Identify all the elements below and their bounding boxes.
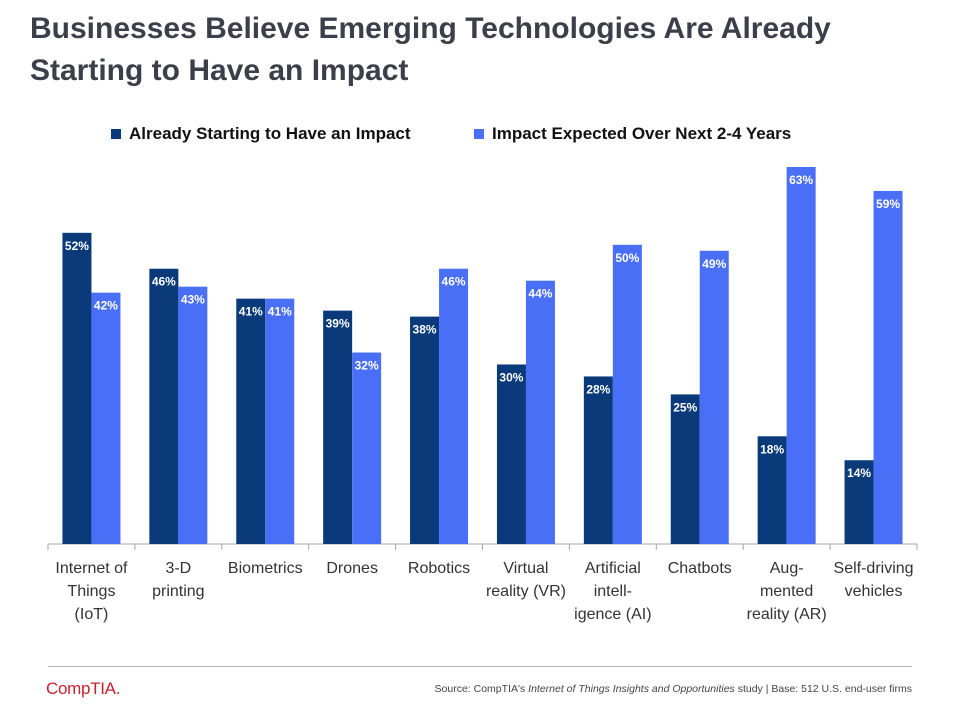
category-label: Chatbots [668,560,732,577]
bar-expected [178,286,208,544]
bar-already [757,436,787,544]
bar-expected [873,190,903,544]
bar-expected [612,244,642,545]
data-label-expected: 41% [268,305,292,319]
source-prefix: Source: CompTIA's [434,683,529,695]
data-label-already: 41% [239,305,263,319]
data-label-already: 28% [586,382,610,396]
category-label: Virtual reality (VR) [486,560,566,600]
source-study-name: Internet of Things Insights and Opportun… [528,683,735,695]
category-label: Robotics [408,560,470,577]
comptia-logo: CompTIA. [46,679,121,698]
data-label-already: 39% [326,317,350,331]
data-label-expected: 59% [876,197,900,211]
bar-already [410,316,440,544]
data-label-already: 25% [673,400,697,414]
legend-item-already: Already Starting to Have an Impact [111,124,411,144]
data-label-expected: 43% [181,293,205,307]
category-label: Self-driving vehicles [834,560,914,600]
legend-label-expected: Impact Expected Over Next 2-4 Years [492,124,792,143]
category-label: Aug-mented reality (AR) [747,560,827,623]
data-label-expected: 46% [442,275,466,289]
data-label-expected: 63% [789,173,813,187]
bar-already [323,310,353,544]
legend-item-expected: Impact Expected Over Next 2-4 Years [474,124,791,144]
category-label: Artificial intell-igence (AI) [574,560,651,623]
legend-swatch-expected [474,129,484,139]
data-label-already: 46% [152,275,176,289]
chart-title-line-1: Businesses Believe Emerging Technologies… [30,12,831,45]
data-label-already: 30% [499,370,523,384]
data-label-expected: 42% [94,299,118,313]
footer-divider [48,666,912,667]
chart-legend: Already Starting to Have an Impact Impac… [0,124,960,148]
data-label-expected: 50% [615,251,639,265]
bar-expected [352,352,382,544]
legend-swatch-already [111,129,121,139]
data-label-already: 52% [65,239,89,253]
bar-expected [439,268,469,544]
chart-title: Businesses Believe Emerging Technologies… [30,8,930,92]
data-label-expected: 49% [702,257,726,271]
bar-already [236,298,266,544]
bar-expected [699,250,729,544]
category-label: 3-D printing [152,560,204,600]
category-label: Biometrics [228,560,303,577]
bar-expected [265,298,295,544]
data-label-expected: 32% [355,359,379,373]
source-suffix: study | Base: 512 U.S. end-user firms [734,683,912,695]
data-label-expected: 44% [528,287,552,301]
bar-already [583,376,613,544]
bar-already [496,364,526,544]
bar-expected [525,280,555,544]
data-label-already: 18% [760,442,784,456]
bar-expected [786,167,816,544]
data-label-already: 14% [847,466,871,480]
bar-already [62,232,92,545]
category-label: Drones [326,560,378,577]
bar-already [670,394,700,544]
bar-expected [91,292,121,544]
bar-already [149,268,179,544]
bar-already [844,460,874,544]
data-label-already: 38% [413,323,437,337]
legend-label-already: Already Starting to Have an Impact [129,124,411,143]
source-note: Source: CompTIA's Internet of Things Ins… [435,683,912,695]
chart-title-line-2: Starting to Have an Impact [30,54,409,87]
category-label: Internet of Things (IoT) [55,560,128,623]
